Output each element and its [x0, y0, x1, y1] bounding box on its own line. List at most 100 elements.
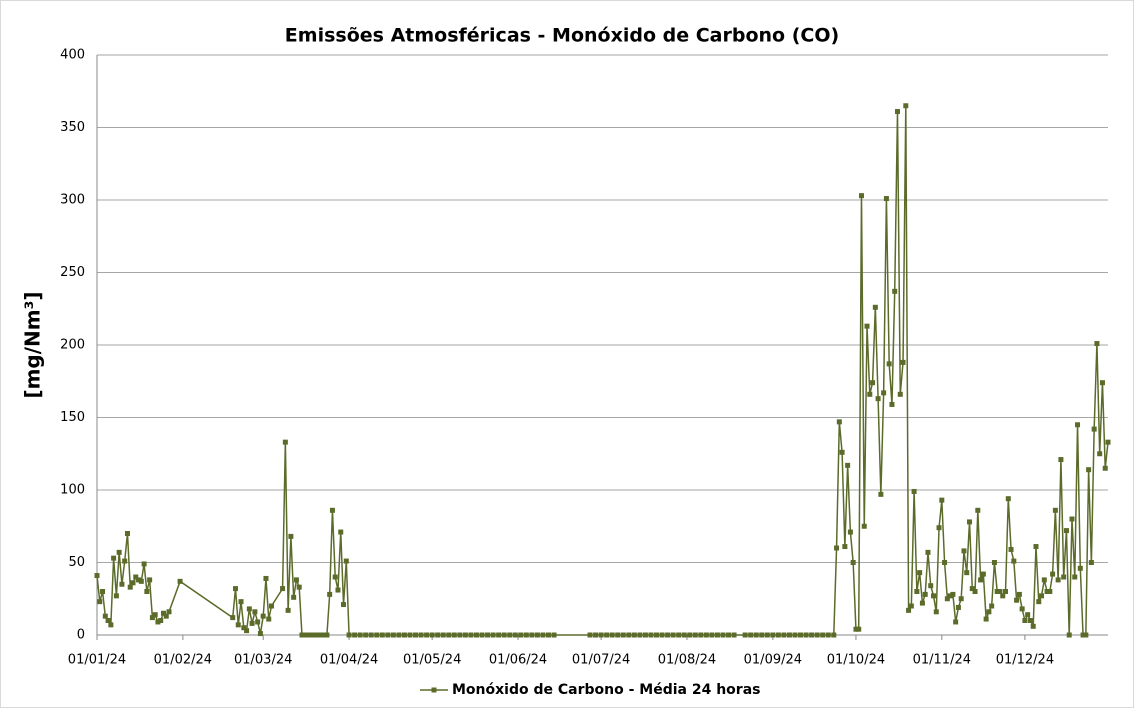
data-point — [468, 632, 474, 638]
data-point — [177, 578, 183, 584]
x-tick-label: 01/10/24 — [827, 653, 885, 668]
data-point — [158, 618, 164, 623]
data-point — [720, 632, 726, 638]
data-point — [659, 632, 665, 638]
data-point — [1033, 544, 1039, 550]
data-point — [997, 589, 1003, 594]
data-point — [1094, 341, 1100, 347]
data-point — [534, 632, 540, 638]
data-point — [922, 591, 928, 597]
data-point — [429, 632, 435, 638]
data-point — [1091, 426, 1097, 432]
x-tick-label: 01/09/24 — [744, 653, 802, 668]
data-point — [692, 632, 698, 638]
data-point — [919, 600, 925, 606]
data-point — [731, 632, 737, 638]
data-point — [111, 555, 117, 561]
data-point — [1044, 589, 1050, 594]
data-point — [847, 529, 853, 535]
y-tick-label: 300 — [60, 193, 85, 208]
data-point — [288, 533, 294, 539]
data-point — [587, 632, 593, 638]
data-point — [820, 632, 826, 638]
data-point — [850, 560, 856, 565]
data-point — [105, 618, 111, 623]
data-point — [620, 632, 626, 638]
data-point — [1047, 589, 1053, 594]
data-point — [1066, 632, 1072, 638]
data-point — [299, 632, 305, 638]
x-tick-label: 01/05/24 — [403, 653, 461, 668]
data-point — [332, 574, 338, 580]
data-point — [166, 609, 172, 615]
data-point — [803, 632, 809, 638]
data-point — [1025, 612, 1031, 618]
data-point — [390, 632, 396, 638]
data-point — [834, 545, 840, 551]
data-point — [136, 577, 142, 583]
data-point — [836, 419, 842, 425]
data-point — [986, 609, 992, 615]
data-point — [282, 439, 288, 445]
data-point — [551, 632, 557, 638]
data-point — [748, 632, 754, 638]
data-point — [1019, 606, 1025, 612]
data-point — [338, 529, 344, 535]
data-point — [249, 620, 255, 626]
x-tick-label: 01/01/24 — [68, 653, 126, 668]
data-point — [155, 619, 161, 625]
data-point — [119, 581, 125, 587]
data-point — [147, 577, 153, 583]
chart-title: Emissões Atmosféricas - Monóxido de Carb… — [285, 25, 839, 47]
data-point — [786, 632, 792, 638]
data-point — [798, 632, 804, 638]
data-point — [648, 632, 654, 638]
data-point — [285, 607, 291, 613]
data-point — [296, 584, 302, 590]
data-point — [518, 632, 524, 638]
data-point — [958, 596, 964, 602]
data-point — [357, 632, 363, 638]
data-point — [1099, 380, 1105, 386]
data-point — [316, 632, 322, 638]
data-point — [1097, 451, 1103, 457]
data-point — [856, 626, 862, 632]
data-point — [318, 632, 324, 638]
data-point — [1003, 589, 1009, 594]
data-point — [540, 632, 546, 638]
data-point — [407, 632, 413, 638]
data-point — [930, 593, 936, 599]
data-point — [462, 632, 468, 638]
y-tick-label: 50 — [68, 555, 85, 570]
data-point — [753, 632, 759, 638]
data-point — [138, 578, 144, 584]
data-point — [906, 607, 912, 613]
data-point — [864, 323, 870, 329]
data-point — [108, 622, 114, 628]
data-point — [280, 586, 286, 592]
x-tick-label: 01/11/24 — [913, 653, 971, 668]
data-point — [900, 359, 906, 365]
data-point — [845, 462, 851, 468]
data-point — [329, 507, 335, 513]
data-point — [1011, 558, 1017, 564]
data-point — [435, 632, 441, 638]
data-point — [446, 632, 452, 638]
data-point — [681, 632, 687, 638]
data-point — [163, 613, 169, 619]
data-point — [1072, 574, 1078, 580]
data-point — [1036, 599, 1042, 605]
data-point — [545, 632, 551, 638]
data-point — [867, 391, 873, 397]
x-tick-label: 01/03/24 — [234, 653, 292, 668]
data-point — [853, 626, 859, 632]
data-point — [424, 632, 430, 638]
data-point — [842, 544, 848, 550]
data-point — [936, 525, 942, 531]
data-point — [149, 615, 155, 621]
data-point — [102, 613, 108, 619]
data-point — [1014, 597, 1020, 603]
data-point — [523, 632, 529, 638]
y-tick-label: 100 — [60, 483, 85, 498]
